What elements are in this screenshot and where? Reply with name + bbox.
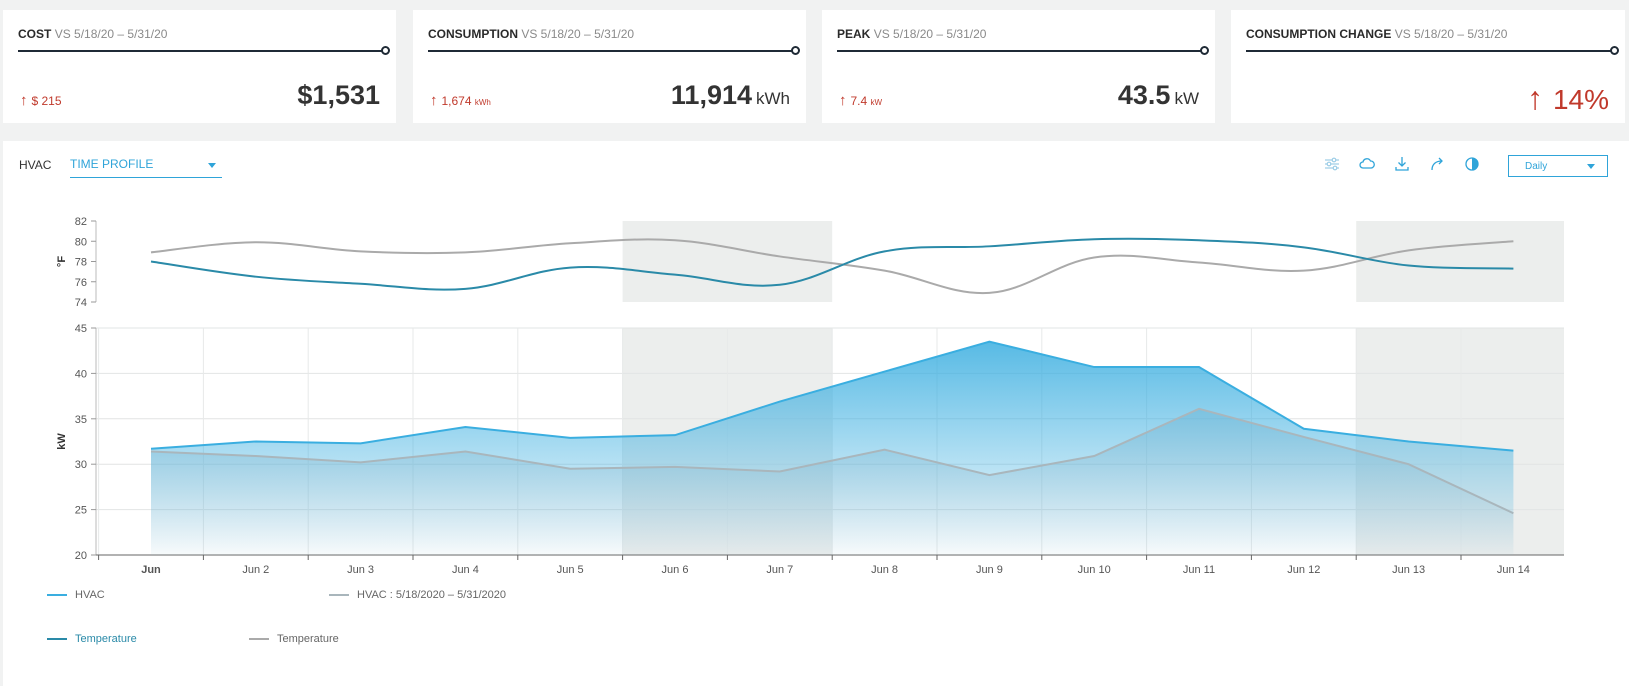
equipment-label: HVAC bbox=[19, 158, 52, 172]
kw-y-tick-label: 35 bbox=[75, 414, 87, 426]
x-tick-label: Jun 2 bbox=[242, 564, 269, 576]
kpi-delta: ↑ 7.4 kW bbox=[839, 92, 883, 109]
legend-item-hvac[interactable]: HVAC bbox=[47, 589, 105, 601]
kpi-delta: ↑ $ 215 bbox=[20, 92, 62, 109]
x-tick-label: Jun 4 bbox=[452, 564, 479, 576]
kw-y-tick-label: 20 bbox=[75, 550, 87, 562]
x-tick-label: Jun 3 bbox=[347, 564, 374, 576]
kpi-value: 43.5 kW bbox=[1117, 80, 1199, 110]
x-tick-label: Jun 10 bbox=[1078, 564, 1111, 576]
kpi-row: COST VS 5/18/20 – 5/31/20 ↑ $ 215 $1,531 … bbox=[0, 0, 1629, 132]
hvac-compare-line bbox=[150, 407, 1514, 515]
kpi-value: 11,914 kWh bbox=[670, 80, 790, 110]
kpi-title: CONSUMPTION VS 5/18/20 – 5/31/20 bbox=[428, 27, 635, 41]
kw-y-tick-label: 45 bbox=[75, 323, 87, 335]
comparison-bar bbox=[1246, 50, 1613, 52]
chevron-down-icon bbox=[1587, 164, 1595, 169]
dropdown-value: TIME PROFILE bbox=[70, 157, 154, 171]
kw-y-tick-label: 25 bbox=[75, 505, 87, 517]
weather-icon[interactable] bbox=[1358, 155, 1376, 173]
period-dropdown[interactable]: Daily bbox=[1508, 155, 1608, 177]
comparison-bar bbox=[837, 50, 1203, 52]
temperature-y-tick-label: 76 bbox=[75, 277, 87, 289]
kw-y-tick-label: 40 bbox=[75, 368, 87, 380]
arrow-up-icon: ↑ bbox=[839, 92, 847, 109]
kpi-value: $1,531 bbox=[297, 80, 380, 110]
temperature-compare-line bbox=[150, 238, 1514, 295]
time-profile-dropdown[interactable]: TIME PROFILE bbox=[70, 152, 222, 178]
comparison-bar bbox=[18, 50, 384, 52]
comparison-bar-end-dot bbox=[1610, 46, 1619, 55]
temperature-shaded-range bbox=[622, 221, 833, 302]
kpi-card-consumption-change: CONSUMPTION CHANGE VS 5/18/20 – 5/31/20 … bbox=[1231, 10, 1625, 123]
kpi-card-cost: COST VS 5/18/20 – 5/31/20 ↑ $ 215 $1,531 bbox=[3, 10, 396, 123]
filter-sliders-icon[interactable] bbox=[1323, 155, 1341, 173]
legend-item-temperature-compare[interactable]: Temperature bbox=[249, 633, 339, 645]
legend-swatch bbox=[47, 594, 67, 597]
kw-y-axis-title: kW bbox=[56, 433, 68, 450]
x-tick-label: Jun 9 bbox=[976, 564, 1003, 576]
energy-chart: 74 76 78 80 82 20 25 30 35 40 45 °F kW Jun Jun 2 Jun 3 J… bbox=[56, 216, 1564, 576]
share-icon[interactable] bbox=[1428, 155, 1446, 173]
kw-y-tick-label: 30 bbox=[75, 459, 87, 471]
legend-swatch bbox=[329, 594, 349, 597]
download-icon[interactable] bbox=[1393, 155, 1411, 173]
arrow-up-icon: ↑ bbox=[20, 92, 28, 109]
x-tick-label: Jun 5 bbox=[557, 564, 584, 576]
temperature-shaded-range bbox=[1356, 221, 1564, 302]
comparison-bar-end-dot bbox=[791, 46, 800, 55]
chart-panel: HVAC TIME PROFILE Daily 74 76 78 80 82 20 25 30… bbox=[3, 141, 1629, 686]
kpi-card-peak: PEAK VS 5/18/20 – 5/31/20 ↑ 7.4 kW 43.5 kW bbox=[822, 10, 1215, 123]
hvac-line bbox=[150, 340, 1514, 452]
comparison-bar-end-dot bbox=[1200, 46, 1209, 55]
arrow-up-icon: ↑ bbox=[430, 92, 438, 109]
x-tick-label: Jun 6 bbox=[662, 564, 689, 576]
x-tick-label: Jun 8 bbox=[871, 564, 898, 576]
x-tick-label: Jun 14 bbox=[1497, 564, 1530, 576]
legend-item-hvac-compare[interactable]: HVAC : 5/18/2020 – 5/31/2020 bbox=[329, 589, 506, 601]
comparison-bar bbox=[428, 50, 794, 52]
hvac-area bbox=[151, 341, 1514, 555]
kpi-title: PEAK VS 5/18/20 – 5/31/20 bbox=[837, 27, 987, 41]
temperature-y-tick-label: 78 bbox=[75, 257, 87, 269]
temperature-y-tick-label: 74 bbox=[75, 297, 87, 309]
x-tick-label: Jun 7 bbox=[766, 564, 793, 576]
legend-swatch bbox=[47, 638, 67, 641]
legend-item-temperature[interactable]: Temperature bbox=[47, 633, 137, 645]
x-tick-label: Jun 11 bbox=[1183, 564, 1215, 576]
temperature-line bbox=[150, 237, 1514, 291]
chevron-down-icon bbox=[208, 163, 216, 168]
dropdown-value: Daily bbox=[1525, 161, 1548, 172]
temperature-y-tick-label: 80 bbox=[75, 236, 87, 248]
x-tick-label: Jun 13 bbox=[1392, 564, 1425, 576]
comparison-bar-end-dot bbox=[381, 46, 390, 55]
x-tick-label: Jun 12 bbox=[1287, 564, 1320, 576]
kpi-card-consumption: CONSUMPTION VS 5/18/20 – 5/31/20 ↑ 1,674 … bbox=[413, 10, 806, 123]
contrast-icon[interactable] bbox=[1463, 155, 1481, 173]
x-tick-label: Jun bbox=[141, 564, 161, 576]
kpi-title: CONSUMPTION CHANGE VS 5/18/20 – 5/31/20 bbox=[1246, 27, 1508, 41]
kpi-value: ↑ 14% bbox=[1526, 80, 1609, 116]
temperature-y-tick-label: 82 bbox=[75, 216, 87, 228]
arrow-up-icon: ↑ bbox=[1526, 80, 1543, 116]
kpi-title: COST VS 5/18/20 – 5/31/20 bbox=[18, 27, 168, 41]
temperature-y-axis-title: °F bbox=[56, 256, 68, 267]
legend-swatch bbox=[249, 638, 269, 641]
kpi-delta: ↑ 1,674 kWh bbox=[430, 92, 491, 109]
